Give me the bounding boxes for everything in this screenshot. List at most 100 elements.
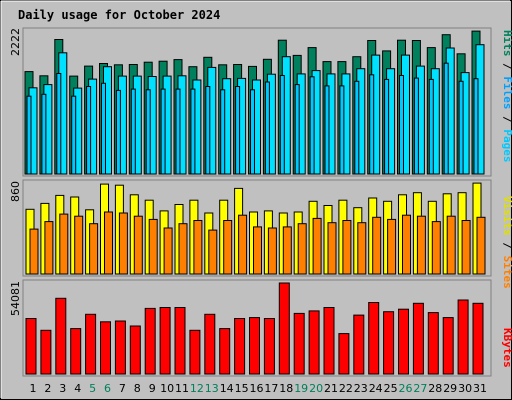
kbytes-bar-12: [189, 329, 201, 375]
pages-bar-26: [399, 75, 404, 175]
pages-bar-1: [26, 95, 32, 175]
sites-bar-27: [416, 215, 426, 275]
pages-bar-21: [324, 85, 330, 175]
pages-bar-6: [101, 82, 106, 175]
sites-bar-9: [148, 218, 158, 275]
pages-bar-25: [384, 78, 390, 175]
day-label-8: 8: [134, 382, 141, 395]
kbytes-bar-15: [234, 318, 246, 375]
pages-bar-24: [369, 74, 375, 175]
pages-bar-2: [41, 93, 47, 175]
legend-files: Files: [501, 76, 512, 109]
day-label-20: 20: [309, 382, 323, 395]
kbytes-bar-29: [442, 317, 454, 375]
pages-bar-8: [130, 88, 136, 175]
visits-panel-legend: Visits / Sites: [501, 196, 512, 289]
legend-sites: Sites: [501, 256, 512, 289]
sites-bar-29: [446, 215, 456, 275]
kbytes-bar-7: [114, 320, 126, 375]
day-label-26: 26: [399, 382, 413, 395]
pages-bar-3: [56, 73, 62, 175]
pages-bar-10: [160, 88, 166, 175]
pages-bar-13: [205, 86, 211, 175]
day-label-19: 19: [294, 382, 308, 395]
kbytes-bar-21: [323, 307, 335, 375]
kbytes-bar-14: [219, 328, 231, 375]
pages-bar-14: [220, 89, 226, 175]
kbytes-bar-30: [457, 299, 469, 375]
kbytes-bar-24: [368, 302, 380, 375]
pages-bar-12: [190, 88, 196, 175]
kbytes-bar-2: [40, 329, 52, 375]
sites-bar-25: [387, 218, 397, 275]
pages-bar-17: [264, 81, 270, 175]
sites-bar-17: [267, 227, 277, 275]
kbytes-bar-19: [293, 312, 305, 375]
day-label-14: 14: [220, 382, 234, 395]
day-label-18: 18: [279, 382, 293, 395]
legend-kbytes: KBytes: [501, 328, 512, 368]
sites-bar-28: [431, 221, 441, 275]
kbytes-bar-27: [412, 302, 424, 375]
kbytes-bars: [25, 282, 484, 375]
day-label-11: 11: [175, 382, 189, 395]
kbytes-bar-26: [398, 308, 409, 375]
day-label-16: 16: [250, 382, 264, 395]
day-label-31: 31: [473, 382, 487, 395]
day-label-1: 1: [30, 382, 37, 395]
sites-bar-1: [29, 228, 39, 275]
sites-bar-2: [44, 221, 54, 275]
day-label-24: 24: [369, 382, 383, 395]
sites-bar-6: [104, 211, 113, 275]
day-label-25: 25: [384, 382, 398, 395]
kbytes-bar-11: [174, 307, 186, 375]
hits-bars: [24, 30, 485, 175]
day-label-4: 4: [74, 382, 81, 395]
pages-bar-7: [115, 89, 121, 175]
pages-bar-27: [413, 77, 419, 175]
sites-bar-21: [327, 222, 337, 275]
day-label-15: 15: [235, 382, 249, 395]
pages-bar-29: [443, 62, 449, 175]
pages-bar-4: [71, 95, 77, 175]
day-label-21: 21: [324, 382, 338, 395]
day-label-28: 28: [428, 382, 442, 395]
kbytes-bar-6: [100, 321, 111, 375]
visits-axis-max: 860: [9, 181, 22, 202]
pages-bar-5: [86, 86, 92, 175]
kbytes-bar-20: [308, 310, 320, 375]
pages-bar-22: [339, 85, 345, 175]
day-label-10: 10: [160, 382, 174, 395]
kbytes-bar-10: [159, 307, 171, 375]
kbytes-bar-13: [204, 313, 216, 375]
day-label-12: 12: [190, 382, 204, 395]
pages-bar-15: [235, 86, 241, 175]
kbytes-bar-1: [25, 318, 37, 375]
pages-bar-23: [354, 80, 360, 175]
day-label-17: 17: [264, 382, 278, 395]
legend-pages: Pages: [501, 129, 512, 162]
visits-bars: [25, 182, 486, 275]
sites-bar-31: [476, 216, 486, 275]
kbytes-bar-25: [383, 311, 395, 375]
sites-bar-20: [312, 217, 322, 275]
legend-hits: Hits: [501, 30, 512, 57]
day-label-29: 29: [443, 382, 457, 395]
sites-bar-5: [89, 223, 99, 275]
sites-bar-15: [238, 214, 248, 275]
sites-bar-12: [193, 220, 203, 275]
kbytes-bar-18: [278, 282, 290, 375]
sites-bar-11: [178, 223, 188, 275]
day-label-9: 9: [149, 382, 156, 395]
kbytes-bar-16: [249, 317, 260, 375]
kbytes-bar-3: [55, 297, 67, 375]
sites-bar-7: [118, 212, 128, 275]
pages-bar-18: [279, 75, 285, 175]
kbytes-bar-4: [70, 328, 82, 375]
day-label-5: 5: [89, 382, 96, 395]
kbytes-bar-9: [144, 307, 156, 375]
day-label-23: 23: [354, 382, 368, 395]
sites-bar-19: [297, 223, 307, 275]
pages-bar-9: [145, 89, 151, 175]
